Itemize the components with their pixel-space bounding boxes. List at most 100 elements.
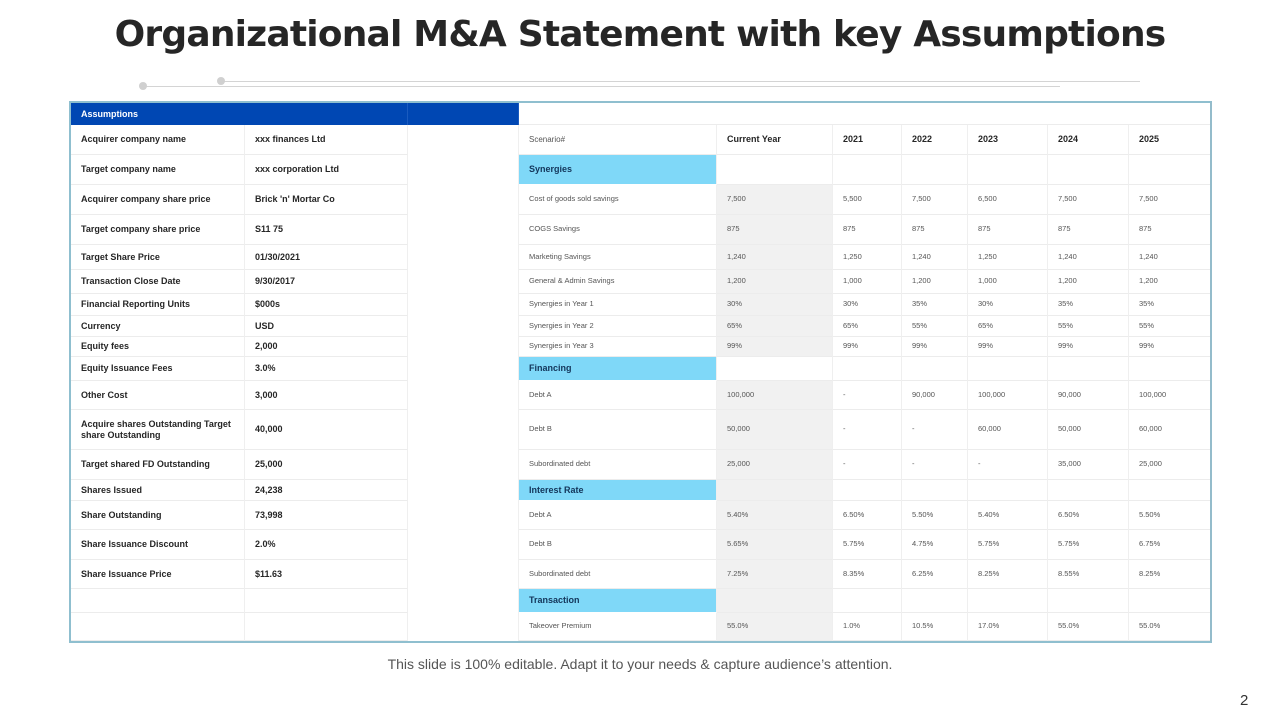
- scenario-value: 5.40%: [968, 501, 1048, 530]
- scenario-value: 1,240: [902, 245, 968, 270]
- scenario-value: 5.75%: [833, 530, 902, 560]
- column-header-2025: 2025: [1129, 125, 1210, 155]
- scenario-value: 99%: [717, 337, 833, 357]
- section-spacer-cell: [717, 480, 833, 501]
- assumption-label: Financial Reporting Units: [71, 294, 245, 316]
- scenario-value: -: [968, 450, 1048, 480]
- scenario-value: 30%: [833, 294, 902, 316]
- scenario-value: 35,000: [1048, 450, 1129, 480]
- assumption-value: $000s: [245, 294, 408, 316]
- assumption-label: Share Issuance Price: [71, 560, 245, 589]
- scenario-value: 875: [968, 215, 1048, 245]
- footer-note: This slide is 100% editable. Adapt it to…: [387, 656, 893, 672]
- scenario-value: 6,500: [968, 185, 1048, 215]
- decorative-dot-lower: [139, 82, 147, 90]
- scenario-row-label: COGS Savings: [519, 215, 717, 245]
- scenario-value: -: [833, 381, 902, 410]
- scenario-value: 100,000: [717, 381, 833, 410]
- scenario-value: 1,000: [833, 270, 902, 294]
- scenario-value: 1,240: [717, 245, 833, 270]
- scenario-value: 8.35%: [833, 560, 902, 589]
- scenario-value: 55%: [902, 316, 968, 337]
- scenario-value: 6.25%: [902, 560, 968, 589]
- scenario-value: 875: [833, 215, 902, 245]
- assumption-value: xxx finances Ltd: [245, 125, 408, 155]
- assumption-value: Brick 'n' Mortar Co: [245, 185, 408, 215]
- section-spacer-cell: [1129, 155, 1210, 185]
- assumptions-header-spacer: [408, 103, 519, 125]
- section-spacer-cell: [1048, 357, 1129, 381]
- scenario-row-label: Debt A: [519, 501, 717, 530]
- scenario-value: -: [902, 410, 968, 450]
- scenario-value: -: [902, 450, 968, 480]
- scenario-value: -: [833, 410, 902, 450]
- assumption-label: Equity Issuance Fees: [71, 357, 245, 381]
- section-spacer-cell: [902, 155, 968, 185]
- scenario-value: 5,500: [833, 185, 902, 215]
- section-header-financing: Financing: [519, 357, 717, 381]
- column-header-2024: 2024: [1048, 125, 1129, 155]
- section-spacer-cell: [902, 357, 968, 381]
- section-spacer-cell: [1129, 589, 1210, 613]
- section-spacer-cell: [1129, 357, 1210, 381]
- scenario-row-label: Debt B: [519, 530, 717, 560]
- assumption-label: [71, 613, 245, 641]
- assumption-label: Target Share Price: [71, 245, 245, 270]
- scenario-value: 35%: [902, 294, 968, 316]
- assumption-label: Shares Issued: [71, 480, 245, 501]
- assumption-value: [245, 613, 408, 641]
- assumption-label: Equity fees: [71, 337, 245, 357]
- scenario-value: 10.5%: [902, 613, 968, 641]
- scenario-row-label: Synergies in Year 1: [519, 294, 717, 316]
- column-header-2023: 2023: [968, 125, 1048, 155]
- section-spacer-cell: [833, 155, 902, 185]
- scenario-value: 7,500: [1048, 185, 1129, 215]
- scenario-row-label: Synergies in Year 2: [519, 316, 717, 337]
- assumption-label: Currency: [71, 316, 245, 337]
- assumption-value: 24,238: [245, 480, 408, 501]
- scenario-value: 8.55%: [1048, 560, 1129, 589]
- assumption-label: Acquire shares Outstanding Target share …: [71, 410, 245, 450]
- section-spacer-cell: [1048, 155, 1129, 185]
- decorative-dot-upper: [217, 77, 225, 85]
- scenario-value: 60,000: [968, 410, 1048, 450]
- assumption-label: Acquirer company share price: [71, 185, 245, 215]
- scenario-value: 65%: [968, 316, 1048, 337]
- scenario-value: 6.50%: [1048, 501, 1129, 530]
- section-spacer-cell: [902, 589, 968, 613]
- section-header-interest-rate: Interest Rate: [519, 480, 717, 501]
- scenario-top-spacer: [519, 103, 1210, 125]
- scenario-value: 1,200: [717, 270, 833, 294]
- scenario-value: 1.0%: [833, 613, 902, 641]
- scenario-value: 99%: [968, 337, 1048, 357]
- scenario-value: 6.75%: [1129, 530, 1210, 560]
- scenario-value: 50,000: [1048, 410, 1129, 450]
- scenario-value: 90,000: [1048, 381, 1129, 410]
- assumption-value: xxx corporation Ltd: [245, 155, 408, 185]
- assumption-label: [71, 589, 245, 613]
- scenario-value: 55.0%: [1129, 613, 1210, 641]
- scenario-row-label: Marketing Savings: [519, 245, 717, 270]
- assumption-label: Share Issuance Discount: [71, 530, 245, 560]
- decorative-line-upper: [221, 81, 1140, 82]
- assumption-label: Acquirer company name: [71, 125, 245, 155]
- section-spacer-cell: [968, 155, 1048, 185]
- assumption-value: 25,000: [245, 450, 408, 480]
- column-header-2021: 2021: [833, 125, 902, 155]
- scenario-header-label: Scenario#: [519, 125, 717, 155]
- column-header-current-year: Current Year: [717, 125, 833, 155]
- assumption-value: 01/30/2021: [245, 245, 408, 270]
- assumption-value: USD: [245, 316, 408, 337]
- scenario-value: 60,000: [1129, 410, 1210, 450]
- scenario-value: 5.75%: [1048, 530, 1129, 560]
- scenario-value: 35%: [1048, 294, 1129, 316]
- scenario-value: 65%: [717, 316, 833, 337]
- section-spacer-cell: [968, 589, 1048, 613]
- scenario-value: 7,500: [902, 185, 968, 215]
- scenario-value: 100,000: [1129, 381, 1210, 410]
- scenario-value: 8.25%: [1129, 560, 1210, 589]
- scenario-value: 1,250: [968, 245, 1048, 270]
- assumption-value: 2,000: [245, 337, 408, 357]
- page-title: Organizational M&A Statement with key As…: [114, 14, 1167, 55]
- assumption-value: S11 75: [245, 215, 408, 245]
